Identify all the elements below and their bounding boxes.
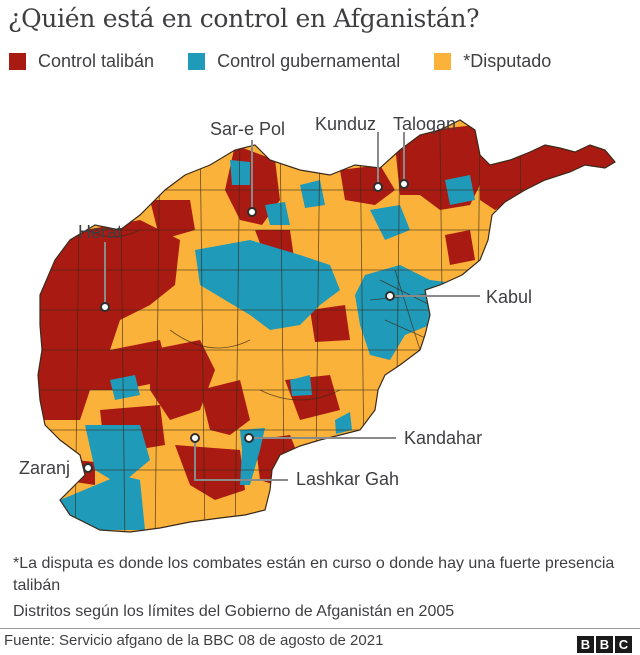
city-marker-lashkar-gah [190,433,200,443]
city-marker-taloqan [399,179,409,189]
city-labels: Sar-e Pol Kunduz Taloqan Herat Kabul Kan… [19,114,532,489]
district-basis-note: Distritos según los límites del Gobierno… [13,603,455,620]
city-label-taloqan: Taloqan [393,114,456,134]
legend-item-government: Control gubernamental [188,51,400,72]
city-marker-kunduz [373,182,383,192]
bbc-logo-letter: B [596,636,613,653]
swatch-government-icon [188,53,206,70]
city-label-kabul: Kabul [486,287,532,307]
legend: Control talibán Control gubernamental *D… [9,51,551,72]
footer-divider [0,628,640,629]
city-marker-herat [100,302,110,312]
bbc-logo-letter: B [577,636,594,653]
afghanistan-map: Sar-e Pol Kunduz Taloqan Herat Kabul Kan… [0,90,640,545]
bbc-logo-icon: B B C [575,636,632,653]
swatch-taliban-icon [9,53,26,70]
city-label-sar-e-pol: Sar-e Pol [210,119,285,139]
city-marker-sar-e-pol [247,207,257,217]
legend-label: Control talibán [38,51,155,71]
chart-title: ¿Quién está en control en Afganistán? [8,4,480,33]
city-label-kunduz: Kunduz [315,114,376,134]
city-label-kandahar: Kandahar [404,428,482,448]
legend-label: *Disputado [463,51,552,71]
city-markers [83,179,409,473]
legend-label: Control gubernamental [217,51,401,71]
city-marker-kabul [385,291,395,301]
city-marker-zaranj [83,463,93,473]
swatch-disputed-icon [434,53,452,70]
city-label-herat: Herat [78,222,122,242]
leader-lines [104,132,480,481]
legend-item-taliban: Control talibán [9,51,154,72]
disputed-definition-note: *La disputa es donde los combates están … [13,555,615,594]
bbc-logo-letter: C [615,636,632,653]
city-marker-kandahar [244,433,254,443]
legend-item-disputed: *Disputado [434,51,551,72]
city-label-lashkar-gah: Lashkar Gah [296,469,399,489]
source-credit: Fuente: Servicio afgano de la BBC 08 de … [4,632,384,649]
city-label-zaranj: Zaranj [19,458,70,478]
